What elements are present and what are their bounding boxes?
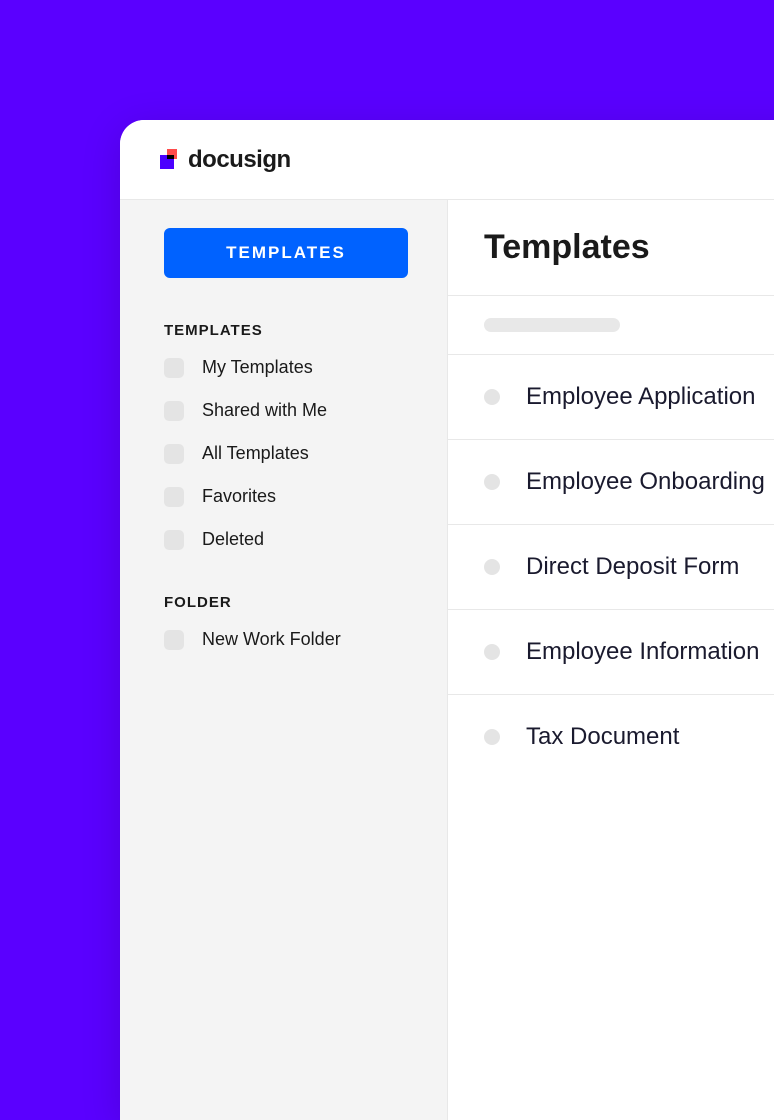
filter-placeholder	[484, 318, 620, 332]
section-heading-templates: TEMPLATES	[164, 322, 403, 339]
placeholder-icon	[164, 358, 184, 378]
sidebar-item-label: Shared with Me	[202, 400, 327, 421]
sidebar: TEMPLATES TEMPLATES My Templates Shared …	[120, 200, 448, 1120]
sidebar-item-label: My Templates	[202, 357, 313, 378]
docusign-logo-icon	[160, 149, 182, 171]
section-heading-folder: FOLDER	[164, 594, 403, 611]
placeholder-icon	[164, 630, 184, 650]
placeholder-icon	[164, 530, 184, 550]
sidebar-item-shared-with-me[interactable]: Shared with Me	[164, 400, 403, 421]
template-row-title: Tax Document	[526, 723, 679, 751]
template-row-title: Employee Application	[526, 383, 755, 411]
template-row-title: Employee Information	[526, 638, 759, 666]
placeholder-icon	[164, 487, 184, 507]
page-title: Templates	[448, 200, 774, 295]
folder-nav-list: New Work Folder	[164, 629, 403, 650]
template-row[interactable]: Tax Document	[448, 695, 774, 779]
status-dot-icon	[484, 729, 500, 745]
template-row[interactable]: Employee Onboarding	[448, 440, 774, 525]
filter-row	[448, 295, 774, 355]
sidebar-item-all-templates[interactable]: All Templates	[164, 443, 403, 464]
app-window: docusign Home Manage TEMPLATES TEMPLATES…	[120, 120, 774, 1120]
logo-text: docusign	[188, 146, 291, 174]
sidebar-item-label: New Work Folder	[202, 629, 341, 650]
main-content: Templates Employee Application Employee …	[448, 200, 774, 1120]
body-area: TEMPLATES TEMPLATES My Templates Shared …	[120, 200, 774, 1120]
templates-button-label: TEMPLATES	[226, 243, 346, 263]
sidebar-item-favorites[interactable]: Favorites	[164, 486, 403, 507]
templates-button[interactable]: TEMPLATES	[164, 228, 408, 278]
template-row-title: Employee Onboarding	[526, 468, 765, 496]
sidebar-item-label: All Templates	[202, 443, 309, 464]
template-list: Employee Application Employee Onboarding…	[448, 355, 774, 779]
placeholder-icon	[164, 401, 184, 421]
sidebar-item-new-work-folder[interactable]: New Work Folder	[164, 629, 403, 650]
template-row-title: Direct Deposit Form	[526, 553, 739, 581]
sidebar-item-label: Favorites	[202, 486, 276, 507]
status-dot-icon	[484, 644, 500, 660]
status-dot-icon	[484, 474, 500, 490]
top-nav: docusign Home Manage	[120, 120, 774, 200]
sidebar-item-deleted[interactable]: Deleted	[164, 529, 403, 550]
sidebar-item-my-templates[interactable]: My Templates	[164, 357, 403, 378]
status-dot-icon	[484, 389, 500, 405]
placeholder-icon	[164, 444, 184, 464]
logo[interactable]: docusign	[160, 146, 291, 174]
template-row[interactable]: Employee Application	[448, 355, 774, 440]
status-dot-icon	[484, 559, 500, 575]
template-row[interactable]: Employee Information	[448, 610, 774, 695]
templates-nav-list: My Templates Shared with Me All Template…	[164, 357, 403, 550]
sidebar-item-label: Deleted	[202, 529, 264, 550]
template-row[interactable]: Direct Deposit Form	[448, 525, 774, 610]
